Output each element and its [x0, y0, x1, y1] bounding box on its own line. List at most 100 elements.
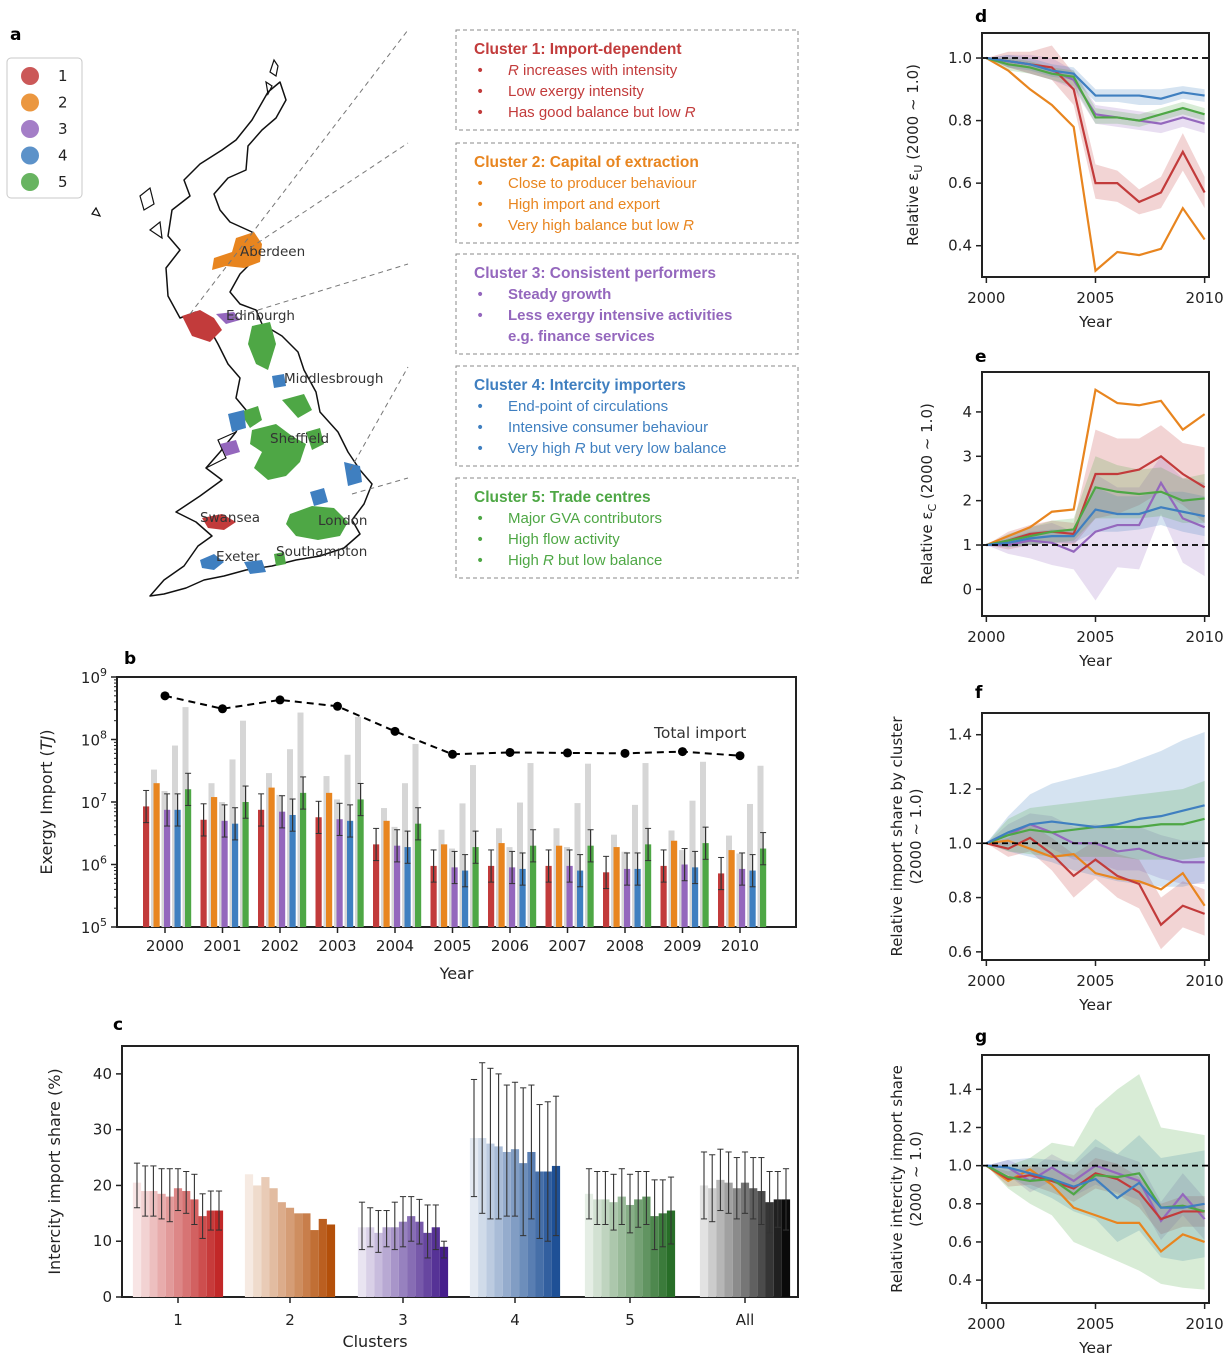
bar-cluster-5 [702, 843, 709, 927]
bar-cluster-5 [645, 844, 652, 927]
bar-cluster-4 [174, 809, 181, 927]
share-bar-1 [149, 1191, 158, 1297]
city-label-edinburgh: Edinburgh [226, 308, 295, 324]
cluster-box-item-text: Very high [508, 440, 575, 457]
cluster-box-item: Has good balance but low R [508, 104, 696, 121]
cluster-box-item: Close to producer behaviour [508, 175, 696, 192]
x-tick-label: 2004 [376, 937, 414, 955]
cluster-box-title-5: Cluster 5: Trade centres [474, 489, 651, 506]
x-axis-label: Year [1078, 313, 1112, 331]
region-wales-north [220, 440, 240, 456]
share-bar-2 [310, 1230, 319, 1297]
city-label-aberdeen: Aberdeen [240, 244, 305, 260]
connector-cluster-4 [349, 366, 409, 471]
cluster-box-title-4: Cluster 4: Intercity importers [474, 377, 686, 394]
bar-cluster-5 [185, 789, 192, 927]
gray-total-bar [527, 763, 534, 927]
italic-r-symbol: R [508, 62, 519, 79]
cluster-box-item-text: Has good balance but low [508, 104, 685, 121]
share-bar-2 [277, 1202, 286, 1297]
total-import-point [678, 747, 687, 757]
cluster-box-item-text: High [508, 552, 543, 569]
share-bar-All [699, 1185, 709, 1297]
cluster-box-title-2: Cluster 2: Capital of extraction [474, 154, 699, 171]
bar-cluster-1 [315, 817, 322, 927]
share-bar-1 [157, 1193, 166, 1297]
x-tick-label: 2000 [967, 289, 1005, 307]
share-bar-3 [366, 1227, 375, 1297]
share-bar-3 [398, 1221, 408, 1297]
connector-cluster-3 [231, 263, 409, 319]
panel-letter-c: c [113, 1015, 123, 1035]
share-bar-3 [423, 1232, 432, 1297]
cluster-box-bullet: • [476, 105, 484, 121]
share-bar-2 [244, 1174, 254, 1297]
bar-cluster-3 [221, 820, 228, 927]
x-axis-label: Year [1078, 996, 1112, 1014]
bar-cluster-1 [143, 806, 150, 927]
y-tick-label: 1.0 [948, 1157, 972, 1175]
share-bar-2 [318, 1218, 327, 1297]
y-axis-label-subscript: U [912, 165, 925, 173]
plot-frame [121, 1045, 799, 1298]
y-tick-label: 1.2 [948, 780, 972, 798]
bar-cluster-4 [692, 867, 699, 927]
share-bar-3 [431, 1227, 440, 1297]
share-bar-All [765, 1202, 774, 1297]
gray-total-bar [459, 803, 466, 927]
legend-marker-5 [21, 173, 39, 191]
map-panel: 1 2 3 4 5 Aberdeen Edinburgh Middlesbrough Shef… [6, 57, 383, 597]
bar-cluster-3 [624, 868, 631, 927]
total-import-point [218, 704, 227, 714]
bar-cluster-2 [383, 820, 390, 927]
band-cluster-4 [986, 732, 1205, 887]
cluster-box-item-text: Low exergy intensity [508, 83, 644, 100]
city-label-exeter: Exeter [216, 549, 260, 565]
bar-cluster-3 [394, 845, 401, 927]
x-tick-label: 3 [398, 1311, 408, 1329]
line-cluster-1 [986, 454, 1206, 547]
y-axis-label-text: Exergy Import ( [37, 750, 56, 874]
city-label-southampton: Southampton [276, 544, 367, 560]
line-cluster-2 [985, 1164, 1205, 1254]
total-import-line [164, 694, 741, 757]
bar-cluster-2 [728, 850, 735, 927]
map-legend-frame [6, 57, 83, 199]
share-bar-All [757, 1191, 766, 1297]
y-axis-label: Relative εC (2000 ~ 1.0) [918, 403, 939, 585]
cluster-box-item-text: Intensive consumer behaviour [508, 419, 708, 436]
share-bar-All [708, 1188, 717, 1297]
y-axis-label: Exergy Import (TJ) [37, 729, 56, 874]
wales-coast [205, 431, 237, 469]
y-tick-label: 107 [81, 791, 107, 812]
cluster-box-item-text: High flow activity [508, 531, 620, 548]
region-swansea [202, 514, 236, 530]
cluster-box-item-text: Close to producer behaviour [508, 175, 696, 192]
share-bar-All [716, 1179, 725, 1297]
bar-cluster-3 [336, 819, 343, 927]
chart-g-intercity-import-share: 0.4 0.6 0.8 1.0 1.2 1.4 2000 2005 2010 Year Relati… [888, 1054, 1224, 1357]
bar-cluster-1 [718, 873, 725, 927]
bar-cluster-3 [566, 865, 573, 927]
share-bar-5 [617, 1196, 626, 1297]
cluster-box-bullet: • [476, 511, 484, 527]
region-east [310, 462, 362, 506]
cluster-box-bullet: • [476, 308, 484, 324]
cluster-box-item: End-point of circulations [508, 398, 668, 415]
cluster-box-item: High import and export [508, 196, 661, 213]
y-tick-exponent: 5 [100, 916, 107, 929]
share-bar-1 [173, 1188, 183, 1297]
region-middlesbrough [272, 374, 286, 388]
share-bar-1 [182, 1191, 191, 1297]
total-import-point [563, 748, 572, 758]
legend-label-1: 1 [58, 67, 68, 85]
cluster-box-title-1: Cluster 1: Import-dependent [474, 41, 682, 58]
line-cluster-4 [986, 56, 1205, 100]
cluster-box-bullet: • [476, 441, 484, 457]
gray-total-bar [585, 763, 591, 927]
y-tick-label: 10 [93, 1232, 112, 1250]
y-tick-exponent: 8 [100, 729, 107, 742]
bar-cluster-1 [373, 844, 380, 927]
y-tick-label: 30 [93, 1121, 112, 1139]
